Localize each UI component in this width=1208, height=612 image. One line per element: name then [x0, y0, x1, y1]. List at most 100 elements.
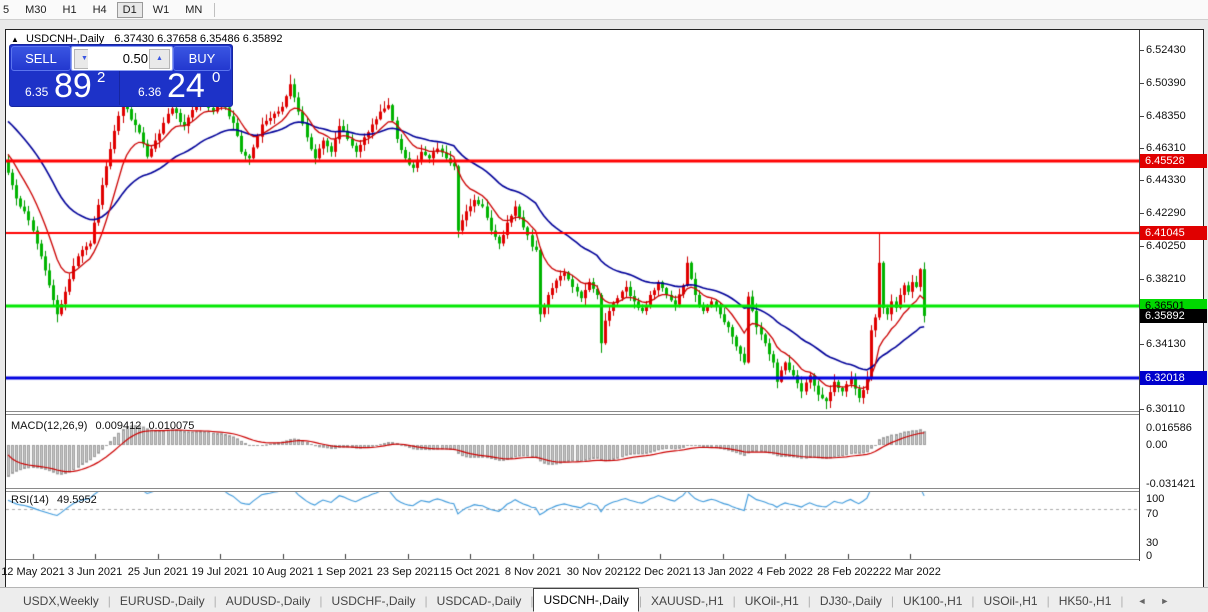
price-badge-red: 6.45528 [1140, 154, 1207, 168]
macd-axis-label: 0.016586 [1146, 422, 1192, 434]
rsi-axis-label: 30 [1146, 537, 1159, 549]
price-tick-mark [1140, 115, 1144, 117]
buy-price-big: 24 [167, 67, 205, 105]
tab-separator: | [213, 593, 217, 608]
macd-rsi-splitter[interactable] [6, 488, 1203, 492]
timeframe-button-w1[interactable]: W1 [152, 3, 170, 16]
price-tick-label: 6.42290 [1146, 207, 1186, 220]
sell-price-display[interactable]: 6.35 89 2 [11, 67, 120, 105]
timeframe-toolbar: 5 M30 H1 H4 D1 W1 MN [0, 0, 1208, 20]
price-tick-mark [1140, 213, 1144, 215]
date-tick-label: 22 Dec 2021 [628, 566, 692, 578]
date-tick-label: 15 Oct 2021 [440, 566, 500, 578]
chart-ohlc-values: 6.37430 6.37658 6.35486 6.35892 [114, 33, 283, 45]
tab-separator: | [638, 593, 642, 608]
main-macd-splitter[interactable] [6, 411, 1203, 415]
tab-separator: | [732, 593, 736, 608]
volume-increase-button[interactable]: ▲ [149, 49, 170, 69]
one-click-header: SELL ▼ ▲ BUY [10, 45, 232, 71]
chart-tab-eurusd-daily[interactable]: EURUSD-,Daily [119, 593, 205, 608]
date-tick-label: 10 Aug 2021 [252, 566, 314, 578]
chart-tab-usdchf-daily[interactable]: USDCHF-,Daily [331, 593, 416, 608]
price-tick-label: 6.52430 [1146, 44, 1186, 56]
tab-separator: | [807, 593, 811, 608]
date-tick-label: 23 Sep 2021 [376, 566, 440, 578]
timeframe-button-d1[interactable]: D1 [116, 1, 143, 18]
timeframe-button-5[interactable]: 5 [3, 3, 10, 16]
one-click-trading-panel: SELL ▼ ▲ BUY 6.35 89 2 6.36 24 0 [9, 44, 233, 107]
chart-title: ▲ USDCNH-,Daily 6.37430 6.37658 6.35486 … [11, 33, 283, 45]
macd-value-signal: 0.010075 [148, 420, 195, 432]
chart-tab-audusd-daily[interactable]: AUDUSD-,Daily [225, 593, 311, 608]
price-tick-mark [1140, 180, 1144, 182]
price-tick-mark [1140, 82, 1144, 84]
price-tick-mark [1140, 409, 1144, 410]
chart-window: ▲ USDCNH-,Daily 6.37430 6.37658 6.35486 … [1, 29, 1207, 588]
chart-tab-xauusd-h1[interactable]: XAUUSD-,H1 [650, 593, 724, 608]
tab-separator: | [107, 593, 111, 608]
tab-separator: | [1120, 593, 1124, 608]
volume-spinner: ▼ ▲ [71, 46, 173, 71]
buy-button[interactable]: BUY [173, 46, 231, 71]
sell-button[interactable]: SELL [11, 46, 71, 71]
timeframe-button-h1[interactable]: H1 [62, 3, 77, 16]
date-tick-label: 1 Sep 2021 [316, 566, 374, 578]
chart-area[interactable] [6, 30, 1139, 561]
tab-separator: | [530, 593, 534, 608]
rsi-axis-label: 100 [1146, 493, 1165, 505]
chart-tab-usdcnh-daily[interactable]: USDCNH-,Daily [533, 587, 639, 612]
price-tick-label: 6.40250 [1146, 239, 1186, 252]
price-tick-mark [1140, 278, 1144, 280]
macd-axis-label: 0.00 [1146, 439, 1168, 451]
chart-tab-bar: USDX,Weekly | EURUSD-,Daily | AUDUSD-,Daily |… [0, 587, 1208, 612]
sell-price-big: 89 [54, 67, 92, 105]
buy-price-sup: 0 [212, 69, 221, 86]
tab-separator: | [1046, 593, 1050, 608]
price-badge-black: 6.35892 [1140, 309, 1207, 323]
chart-tab-uk100-h1[interactable]: UK100-,H1 [903, 593, 963, 608]
tab-separator: | [890, 593, 895, 608]
price-tick-label: 6.50390 [1146, 76, 1186, 89]
rsi-axis-label: 0 [1146, 550, 1153, 562]
price-tick-label: 6.34130 [1146, 338, 1186, 351]
chart-symbol-label: USDCNH-,Daily [25, 33, 105, 45]
rsi-axis-divider [6, 559, 1203, 560]
rsi-label: RSI(14) 49.5952 [11, 494, 97, 506]
price-badge-red: 6.41045 [1140, 226, 1207, 241]
chart-tab-dj30-daily[interactable]: DJ30-,Daily [819, 593, 882, 608]
sell-price-sup: 2 [97, 69, 106, 86]
buy-price-display[interactable]: 6.36 24 0 [120, 67, 230, 105]
one-click-toggle-icon[interactable]: ▲ [11, 35, 19, 44]
tab-separator: | [424, 593, 428, 608]
date-tick-label: 4 Feb 2022 [757, 566, 813, 578]
tabs-scroll-left-icon[interactable]: ◄ [1137, 595, 1147, 606]
price-tick-label: 6.30110 [1146, 403, 1185, 415]
tabs-scroll-right-icon[interactable]: ► [1160, 595, 1170, 606]
date-tick-label: 13 Jan 2022 [692, 566, 754, 578]
timeframe-button-h4[interactable]: H4 [92, 3, 107, 16]
rsi-axis-label: 70 [1146, 508, 1159, 520]
sell-price-small: 6.35 [25, 85, 49, 99]
price-tick-mark [1140, 50, 1144, 51]
price-tick-label: 6.46310 [1146, 142, 1186, 155]
macd-value-main: 0.009412 [95, 420, 142, 432]
date-tick-label: 30 Nov 2021 [566, 566, 630, 578]
price-tick-label: 6.44330 [1146, 174, 1186, 187]
price-tick-label: 6.38210 [1146, 272, 1186, 285]
date-tick-label: 25 Jun 2021 [127, 566, 189, 578]
timeframe-button-m30[interactable]: M30 [25, 3, 47, 16]
chart-tab-hk50-h1[interactable]: HK50-,H1 [1058, 593, 1112, 608]
date-tick-label: 8 Nov 2021 [504, 566, 562, 578]
chart-tab-usdx-weekly[interactable]: USDX,Weekly [23, 593, 99, 608]
timeframe-button-mn[interactable]: MN [185, 3, 203, 16]
macd-axis-label: -0.031421 [1146, 478, 1196, 490]
volume-input[interactable] [88, 48, 150, 69]
chart-tab-usdcad-daily[interactable]: USDCAD-,Daily [436, 593, 522, 608]
chart-tab-ukoil-h1[interactable]: UKOil-,H1 [744, 593, 799, 608]
chart-tab-usoil-h1[interactable]: USOil-,H1 [983, 593, 1038, 608]
price-axis[interactable]: 6.52430 6.50390 6.48350 6.46310 6.44330 6.422… [1139, 30, 1207, 562]
price-tick-mark [1140, 148, 1144, 150]
date-tick-label: 28 Feb 2022 [817, 566, 879, 578]
date-tick-label: 12 May 2021 [1, 566, 65, 578]
